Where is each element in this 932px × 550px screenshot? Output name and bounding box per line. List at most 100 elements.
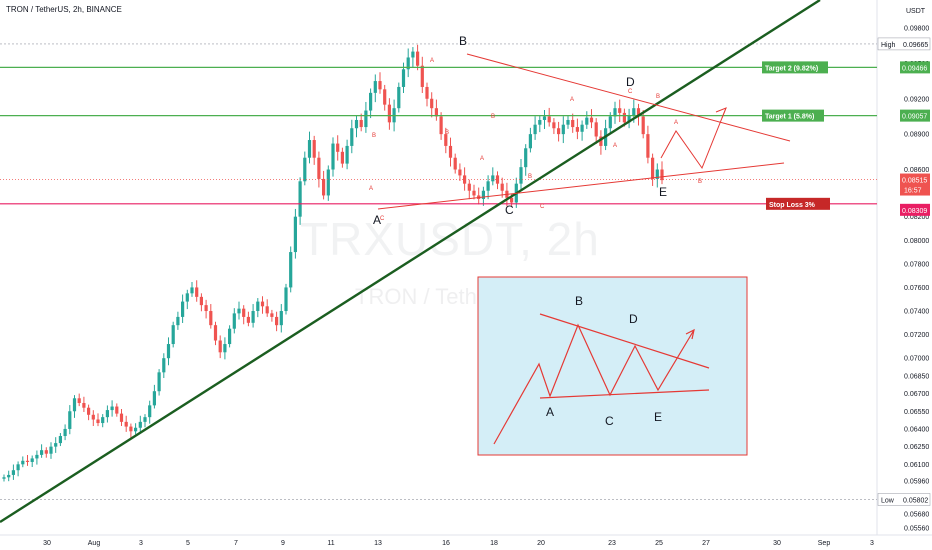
price-tick-label: 0.07200 [904,332,929,339]
target-2-price-tag-bg [900,61,930,74]
candle-body [260,301,265,307]
candle-body [486,181,490,191]
time-tick-label: 13 [374,540,382,547]
candle-body [434,108,438,117]
candle-body [30,458,34,462]
time-axis: 30 Aug 3 5 7 9 11 13 16 18 20 23 25 27 30 Sep 3 [43,540,874,547]
candle-body [524,148,528,168]
candle-body [561,124,565,135]
candle-body [571,119,575,128]
candle-body [195,287,199,297]
candle-body [627,115,631,123]
candle-body [7,474,11,478]
candle-body [25,460,30,462]
candle-body [21,460,25,465]
candle-body [444,134,448,146]
candle-body [171,325,175,345]
candle-body [326,169,330,196]
candle-body [425,86,429,99]
candle-body [185,293,189,302]
candle-body [336,143,340,152]
price-tick-label: 0.07600 [904,285,929,292]
candle-body [533,124,537,135]
candle-body [232,313,236,329]
candle-body [453,157,457,170]
time-tick-label: 20 [537,540,545,547]
triangle-upper-line [466,53,791,142]
candle-body [331,143,335,170]
target-1-price-tag-bg [900,109,930,122]
candle-body [608,116,612,129]
candle-body [124,421,128,427]
candle-body [279,311,283,326]
candle-body [467,183,471,191]
candle-body [237,308,241,314]
candle-body [138,421,142,428]
candle-body [317,157,321,179]
candle-body [416,51,420,66]
candle-body [636,108,641,117]
candle-body [401,69,406,87]
sub-wave-marker: A [480,156,484,162]
candle-body [528,134,532,149]
target-1-tag: Target 1 (5.8%) [765,114,814,121]
triangle-schematic-inset: A B C D E [477,276,748,456]
candle-body [350,128,354,146]
wave-label-d: D [626,75,635,89]
target-2-price-tag: 0.09466 [902,65,927,72]
candle-body [552,122,556,129]
candle-body [293,216,297,253]
time-tick-label: 30 [773,540,781,547]
candle-body [378,81,382,90]
candle-body [11,470,15,475]
symbol-watermark: TRXUSDT, 2h [300,213,600,265]
price-tick-label: 0.08000 [904,238,929,245]
price-tick-label: 0.06850 [904,373,929,380]
candle-body [209,311,213,326]
inset-upper-line [539,313,710,369]
inset-wave [493,323,695,445]
target-2-tag-bg [762,61,828,74]
candle-body [82,403,86,408]
candle-body [16,464,20,471]
candle-body [143,417,147,422]
candle-body [387,104,391,123]
candle-body [458,169,462,176]
candle-body [542,116,547,120]
low-tag-label: Low [881,497,895,504]
candle-body [152,391,156,406]
target-1-price-tag: 0.09057 [902,114,927,121]
wave-label-e: E [659,185,667,199]
triangle-lower-line [377,162,785,210]
candle-body [307,140,312,158]
candle-body [213,325,218,341]
time-tick-label: 3 [139,540,143,547]
sub-wave-marker: B [491,114,495,120]
candle-body [251,311,255,323]
price-tick-label: 0.09200 [904,96,929,103]
candle-body [40,450,44,455]
stop-loss-price-tag: 0.08309 [902,208,927,215]
sub-wave-marker: A [430,58,434,64]
candle-body [613,108,617,117]
candle-body [105,410,109,418]
sub-wave-marker: C [628,89,633,95]
countdown-value: 16:57 [904,188,922,195]
candle-body [242,308,246,317]
sub-wave-marker: B [656,94,660,100]
price-tick-label: 0.08200 [904,214,929,221]
candle-body [618,108,622,113]
candle-body [373,81,377,93]
sub-wave-marker: B [445,130,449,136]
time-tick-label: 16 [442,540,450,547]
time-tick-label: 9 [281,540,285,547]
low-tag-bg [877,493,931,506]
candle-body [406,57,410,70]
candle-body [199,296,203,306]
sub-wave-marker: A [369,186,373,192]
candle-body [383,89,387,105]
time-tick-label: 7 [234,540,238,547]
candle-body [134,427,138,432]
candle-body [641,116,645,135]
